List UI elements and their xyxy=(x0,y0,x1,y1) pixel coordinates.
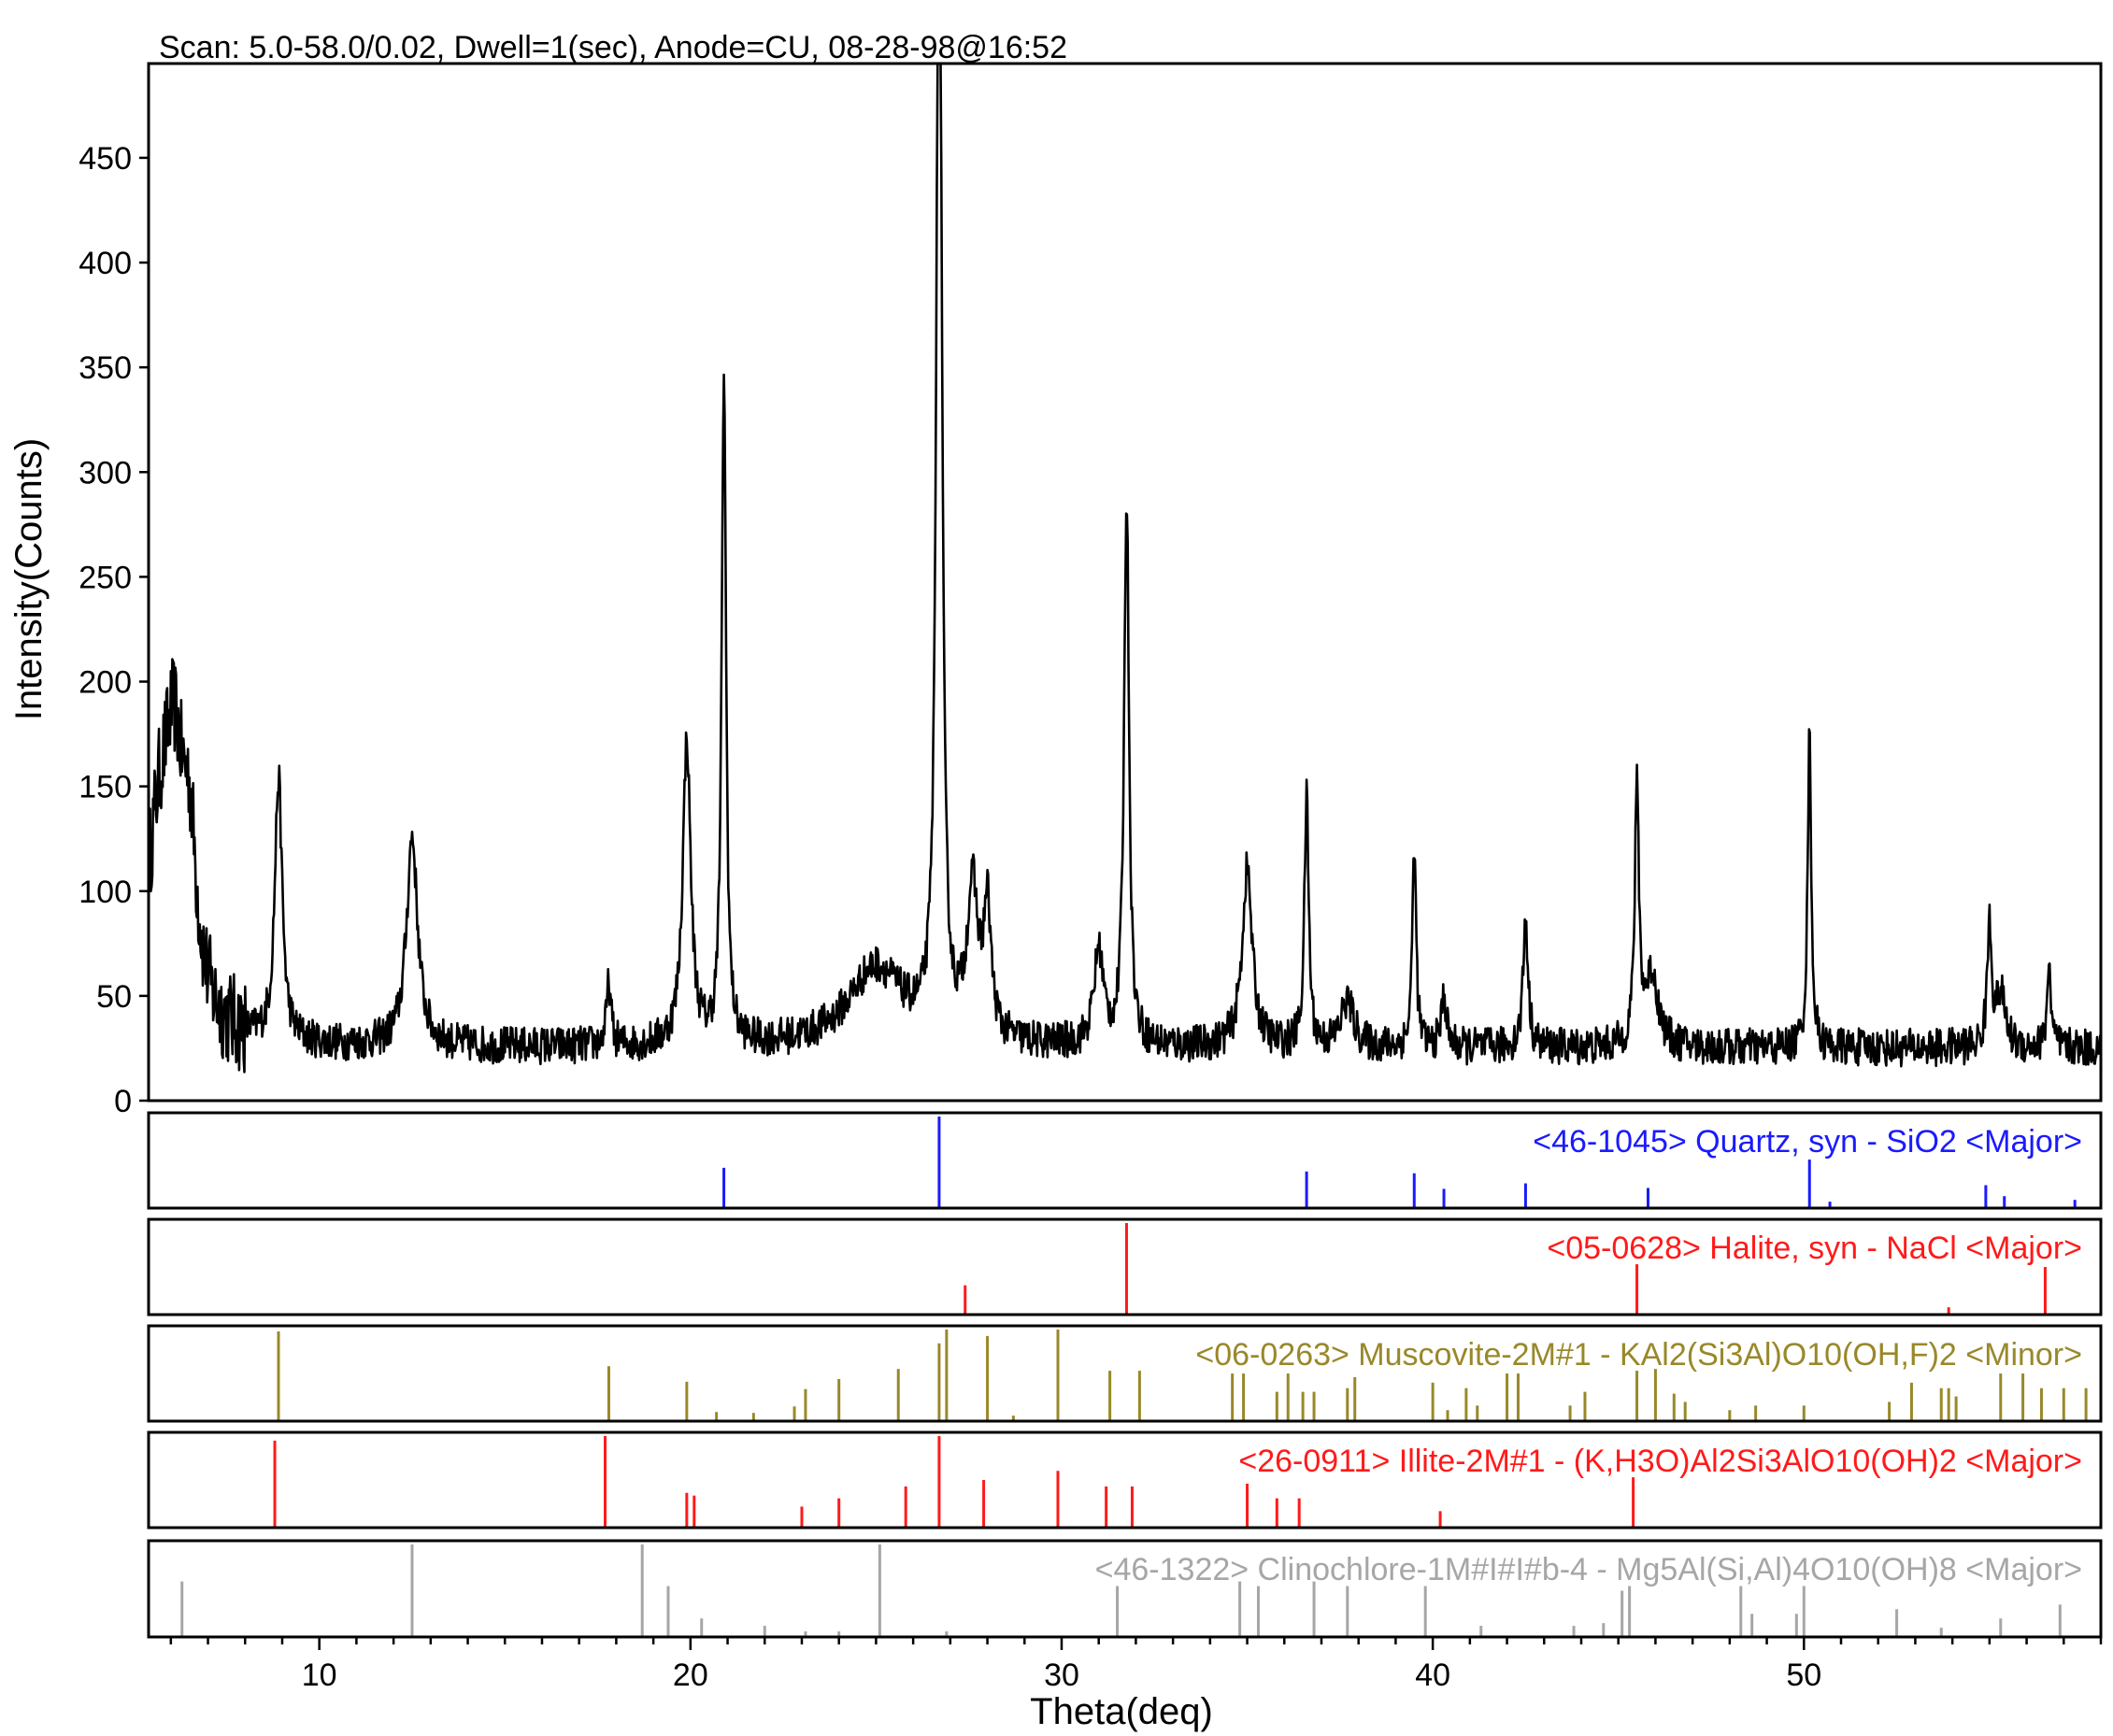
x-axis-label: Theta(deq) xyxy=(1030,1691,1213,1732)
reference-panel: <06-0263> Muscovite-2M#1 - KAl2(Si3Al)O1… xyxy=(147,1324,2103,1423)
y-tick-label: 300 xyxy=(79,455,132,491)
reference-pattern-label: <26-0911> Illite-2M#1 - (K,H3O)Al2Si3AlO… xyxy=(1238,1444,2082,1479)
y-tick-label: 0 xyxy=(114,1084,132,1119)
x-axis-ticks: 10 20 30 40 50 xyxy=(169,1637,2103,1693)
y-tick-label: 150 xyxy=(79,770,132,805)
reference-panel-frame xyxy=(147,1324,2103,1423)
reference-panel-frame xyxy=(147,1430,2103,1530)
y-tick-label: 250 xyxy=(79,560,132,595)
reference-pattern-panels: <46-1045> Quartz, syn - SiO2 <Major> <05-… xyxy=(147,1111,2103,1639)
main-plot: 0 50 100 150 200 250 300 350 400 450 xyxy=(79,62,2103,1119)
reference-panel: <05-0628> Halite, syn - NaCl <Major> xyxy=(147,1217,2103,1316)
y-axis-ticks: 0 50 100 150 200 250 300 350 400 450 xyxy=(79,141,149,1119)
reference-pattern-label: <46-1045> Quartz, syn - SiO2 <Major> xyxy=(1533,1124,2082,1160)
y-tick-label: 50 xyxy=(96,979,132,1015)
x-tick-label: 40 xyxy=(1415,1658,1450,1693)
y-tick-label: 450 xyxy=(79,141,132,177)
reference-pattern-label: <06-0263> Muscovite-2M#1 - KAl2(Si3Al)O1… xyxy=(1195,1337,2082,1373)
y-tick-label: 350 xyxy=(79,350,132,386)
reference-panel: <46-1045> Quartz, syn - SiO2 <Major> xyxy=(147,1111,2103,1210)
reference-pattern-label: <05-0628> Halite, syn - NaCl <Major> xyxy=(1547,1231,2082,1266)
x-tick-label: 50 xyxy=(1786,1658,1821,1693)
reference-panel-frame xyxy=(147,1217,2103,1316)
y-tick-label: 200 xyxy=(79,665,132,701)
y-axis-label: Intensity(Counts) xyxy=(8,438,50,720)
reference-pattern-label: <46-1322> Clinochlore-1M#I#I#b-4 - Mg5Al… xyxy=(1095,1552,2082,1587)
diffraction-pattern-line xyxy=(147,62,2103,1074)
reference-panel-frame xyxy=(147,1539,2103,1639)
x-tick-label: 30 xyxy=(1044,1658,1079,1693)
reference-panel-frame xyxy=(147,1111,2103,1210)
main-plot-frame xyxy=(147,62,2103,1103)
x-tick-label: 10 xyxy=(302,1658,337,1693)
chart-title: Scan: 5.0-58.0/0.02, Dwell=1(sec), Anode… xyxy=(159,30,1067,65)
y-tick-label: 400 xyxy=(79,246,132,281)
reference-panel: <46-1322> Clinochlore-1M#I#I#b-4 - Mg5Al… xyxy=(147,1539,2103,1639)
x-tick-label: 20 xyxy=(673,1658,708,1693)
y-tick-label: 100 xyxy=(79,875,132,910)
reference-panel: <26-0911> Illite-2M#1 - (K,H3O)Al2Si3AlO… xyxy=(147,1430,2103,1530)
